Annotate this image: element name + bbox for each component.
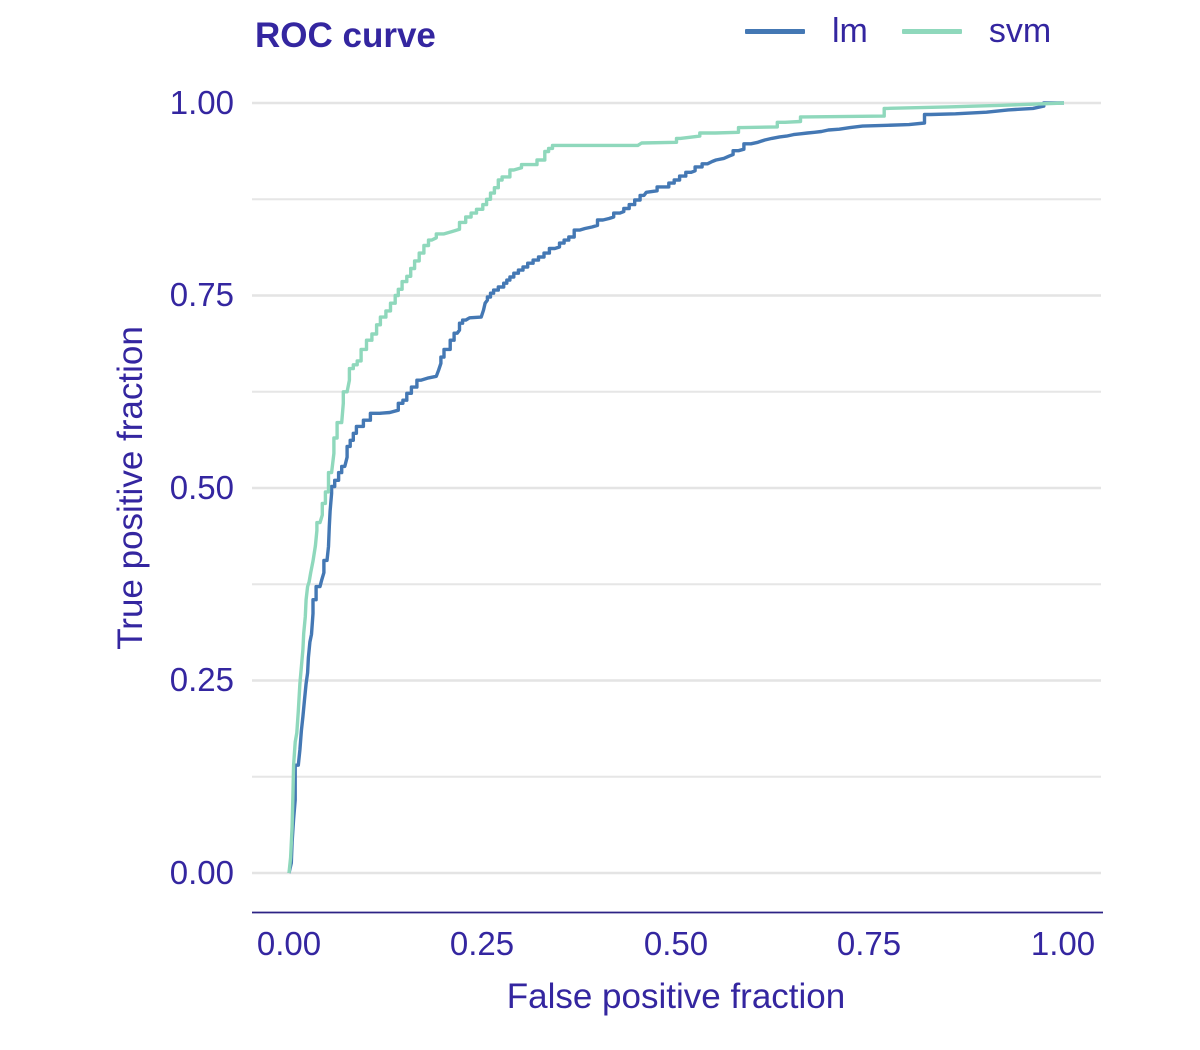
legend-entry-svm: svm — [901, 11, 1052, 51]
y-tick-label-0.25: 0.25 — [169, 661, 234, 698]
y-axis-title: True positive fraction — [111, 326, 150, 650]
y-tick-label-0.50: 0.50 — [169, 469, 234, 506]
x-tick-label-0.00: 0.00 — [256, 925, 322, 962]
x-axis-title: False positive fraction — [506, 977, 846, 1016]
y-tick-label-1.00: 1.00 — [169, 84, 234, 121]
legend-entry-lm: lm — [745, 12, 868, 51]
legend-line-swatch-lm — [745, 28, 805, 34]
legend-label-lm: lm — [832, 11, 868, 50]
chart-title: ROC curve — [255, 16, 436, 55]
legend-label-svm: svm — [988, 11, 1052, 50]
x-tick-label-0.50: 0.50 — [643, 925, 709, 962]
x-tick-label-0.25: 0.25 — [449, 925, 515, 962]
y-tick-label-0.75: 0.75 — [169, 276, 234, 313]
x-tick-label-1.00: 1.00 — [1030, 925, 1096, 962]
legend: lm svm — [745, 10, 1051, 52]
x-tick-label-0.75: 0.75 — [836, 925, 902, 962]
legend-line-swatch-svm — [901, 28, 962, 34]
y-tick-label-0.00: 0.00 — [169, 854, 234, 891]
